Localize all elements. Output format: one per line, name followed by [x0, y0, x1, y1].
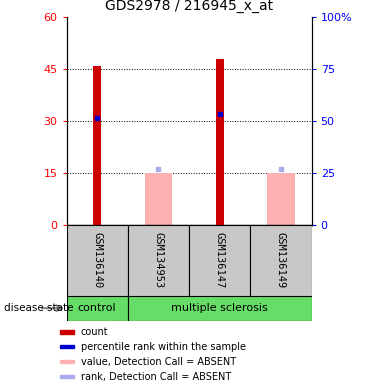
Bar [93, 66, 101, 225]
Text: disease state: disease state [4, 303, 76, 313]
Bar [250, 225, 312, 296]
Text: value, Detection Call = ABSENT: value, Detection Call = ABSENT [81, 357, 236, 367]
Title: GDS2978 / 216945_x_at: GDS2978 / 216945_x_at [105, 0, 273, 13]
Bar [66, 296, 128, 321]
Bar [216, 59, 224, 225]
Bar [60, 330, 74, 334]
Bar [145, 173, 172, 225]
Bar [66, 225, 128, 296]
Text: GSM136140: GSM136140 [92, 232, 102, 288]
Text: GSM134953: GSM134953 [154, 232, 163, 288]
Text: GSM136149: GSM136149 [276, 232, 286, 288]
Bar [189, 225, 250, 296]
Bar [60, 345, 74, 348]
Bar [128, 296, 312, 321]
Bar [60, 360, 74, 363]
Text: percentile rank within the sample: percentile rank within the sample [81, 342, 246, 352]
Text: count: count [81, 327, 108, 337]
Bar [267, 173, 295, 225]
Bar [128, 225, 189, 296]
Text: multiple sclerosis: multiple sclerosis [171, 303, 268, 313]
Bar [60, 375, 74, 378]
Text: rank, Detection Call = ABSENT: rank, Detection Call = ABSENT [81, 372, 231, 382]
Text: control: control [78, 303, 116, 313]
Text: GSM136147: GSM136147 [215, 232, 225, 288]
